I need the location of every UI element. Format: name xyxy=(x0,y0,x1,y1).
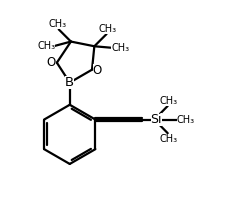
Text: CH₃: CH₃ xyxy=(159,96,177,106)
Text: CH₃: CH₃ xyxy=(177,114,195,125)
Text: O: O xyxy=(93,64,102,77)
Text: CH₃: CH₃ xyxy=(99,24,117,34)
Text: CH₃: CH₃ xyxy=(48,19,66,29)
Text: CH₃: CH₃ xyxy=(159,134,177,144)
Text: O: O xyxy=(47,56,56,69)
Text: Si: Si xyxy=(151,113,162,126)
Text: CH₃: CH₃ xyxy=(111,43,129,53)
Text: CH₃: CH₃ xyxy=(37,41,55,51)
Text: B: B xyxy=(65,76,74,89)
